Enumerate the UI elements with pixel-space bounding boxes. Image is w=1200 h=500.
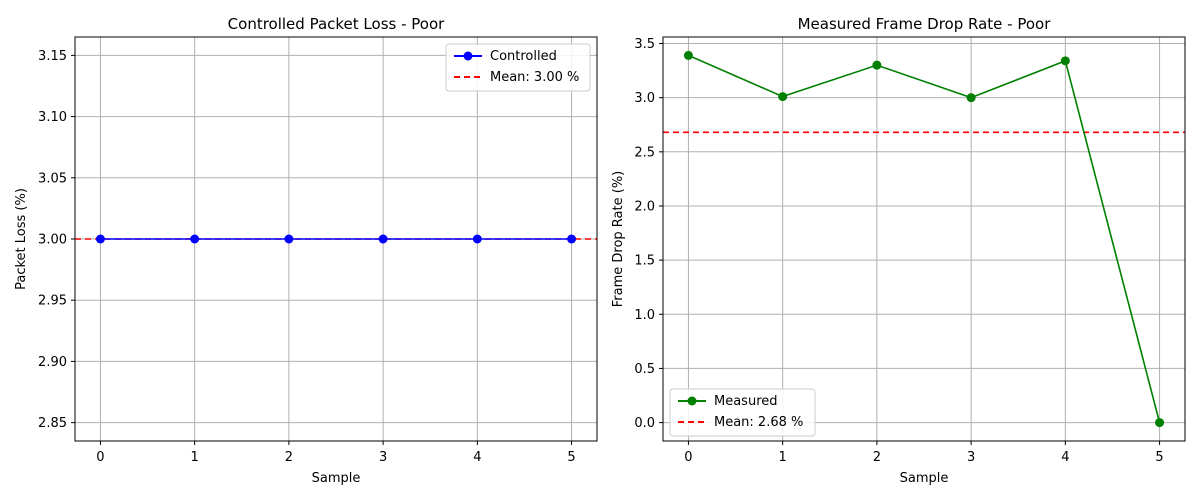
y-tick-label: 0.0 (634, 416, 655, 431)
legend-label-mean: Mean: 3.00 % (490, 70, 579, 85)
data-point (95, 234, 105, 244)
data-point (1155, 418, 1165, 428)
grid (663, 37, 1185, 441)
y-tick-label: 1.0 (634, 308, 655, 323)
data-point (683, 50, 693, 60)
x-tick-label: 1 (191, 450, 199, 465)
x-tick-label: 3 (967, 450, 975, 465)
y-tick-label: 3.00 (38, 233, 67, 248)
x-axis-label: Sample (900, 471, 949, 486)
x-tick-label: 5 (567, 450, 575, 465)
legend: Measured Mean: 2.68 % (669, 388, 816, 437)
data-point (190, 234, 200, 244)
plot-frame (662, 36, 1186, 442)
data-point (872, 60, 882, 70)
y-tick-label: 1.5 (634, 254, 655, 269)
y-tick-label: 2.5 (634, 145, 655, 160)
legend-marker-controlled (463, 51, 473, 61)
legend-label-measured: Measured (714, 394, 778, 409)
y-tick-label: 2.85 (38, 416, 67, 431)
x-axis-label: Sample (312, 471, 361, 486)
x-tick-label: 4 (1061, 450, 1069, 465)
y-tick-label: 2.0 (634, 199, 655, 214)
data-point (966, 93, 976, 103)
legend-marker-measured (687, 396, 697, 406)
data-point (472, 234, 482, 244)
y-tick-label: 2.90 (38, 355, 67, 370)
series-markers (95, 234, 577, 244)
x-tick-label: 3 (379, 450, 387, 465)
data-point (567, 234, 577, 244)
chart-title: Controlled Packet Loss - Poor (228, 15, 445, 33)
ticks: 0 1 2 3 4 5 0.0 0.5 1.0 1.5 2.0 2.5 3.0 3.5 (634, 37, 1163, 465)
data-point (778, 92, 788, 102)
y-tick-label: 3.0 (634, 91, 655, 106)
legend-box (669, 388, 816, 437)
x-tick-label: 2 (285, 450, 293, 465)
series-markers (683, 50, 1165, 428)
ticks: 0 1 2 3 4 5 2.85 2.90 2.95 3.00 3.05 3.10 3.15 (38, 49, 576, 465)
x-tick-label: 4 (473, 450, 481, 465)
legend-label-controlled: Controlled (490, 49, 557, 64)
x-tick-label: 0 (684, 450, 692, 465)
chart-packet-loss: Controlled Packet Loss - Poor Packet Los… (14, 15, 598, 486)
y-tick-label: 3.10 (38, 110, 67, 125)
y-tick-label: 2.95 (38, 294, 67, 309)
x-tick-label: 2 (873, 450, 881, 465)
series-lines (688, 54, 1161, 423)
data-point (284, 234, 294, 244)
y-tick-label: 3.5 (634, 37, 655, 52)
data-point (378, 234, 388, 244)
x-tick-label: 1 (779, 450, 787, 465)
legend: Controlled Mean: 3.00 % (445, 43, 591, 92)
legend-label-mean: Mean: 2.68 % (714, 415, 803, 430)
x-tick-label: 5 (1155, 450, 1163, 465)
chart-frame-drop: Measured Frame Drop Rate - Poor Frame Dr… (611, 15, 1186, 486)
y-axis-label: Packet Loss (%) (14, 188, 29, 290)
series-line (688, 54, 1161, 423)
x-tick-label: 0 (96, 450, 104, 465)
y-tick-label: 3.05 (38, 171, 67, 186)
y-tick-label: 3.15 (38, 49, 67, 64)
chart-title: Measured Frame Drop Rate - Poor (798, 15, 1052, 33)
y-tick-label: 0.5 (634, 362, 655, 377)
y-axis-label: Frame Drop Rate (%) (611, 171, 626, 307)
data-point (1060, 56, 1070, 66)
